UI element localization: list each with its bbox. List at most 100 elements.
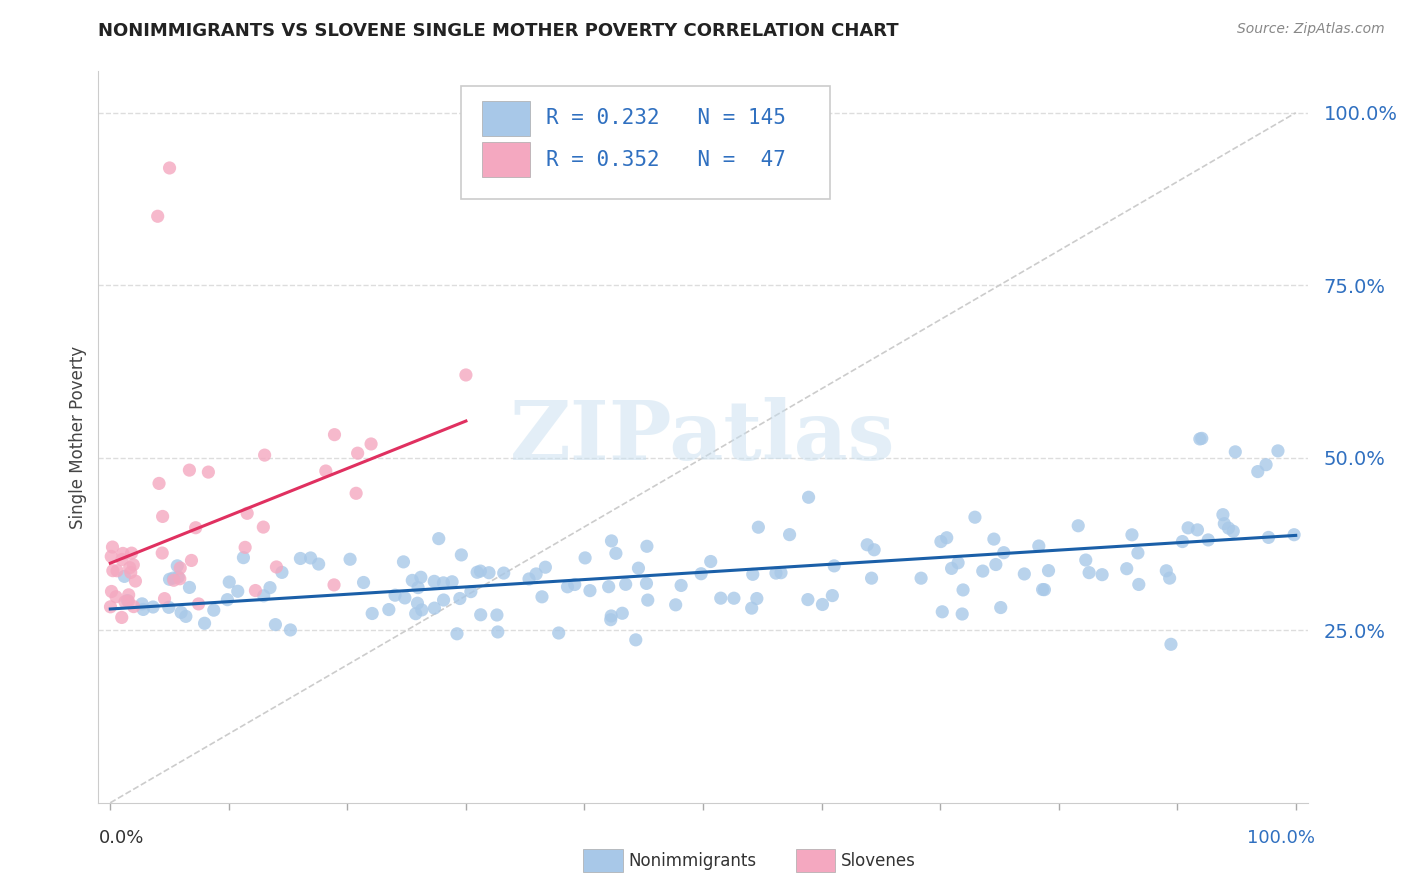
Point (299, 551, 322, 566)
Point (152, 509, 174, 524)
Point (411, 603, 433, 617)
Point (1282, 527, 1305, 541)
Point (460, 584, 482, 599)
Point (406, 581, 429, 595)
Point (821, 589, 844, 603)
Point (557, 580, 579, 594)
Point (290, 551, 312, 566)
Point (179, 463, 201, 477)
Point (823, 558, 845, 573)
Point (226, 584, 249, 599)
Text: ZIPatlas: ZIPatlas (510, 397, 896, 477)
Point (280, 623, 302, 637)
Point (112, 569, 135, 583)
Point (446, 627, 468, 641)
Point (105, 590, 128, 604)
Point (1128, 577, 1150, 591)
Text: R = 0.232   N = 145: R = 0.232 N = 145 (546, 108, 786, 128)
Point (797, 592, 820, 607)
Text: NONIMMIGRANTS VS SLOVENE SINGLE MOTHER POVERTY CORRELATION CHART: NONIMMIGRANTS VS SLOVENE SINGLE MOTHER P… (98, 22, 898, 40)
Point (271, 566, 294, 580)
Point (860, 571, 883, 585)
Point (1254, 458, 1277, 472)
Point (524, 566, 547, 581)
Point (863, 542, 886, 557)
Point (264, 617, 287, 632)
FancyBboxPatch shape (461, 86, 830, 200)
Point (232, 550, 254, 565)
Point (486, 624, 509, 639)
Point (218, 575, 240, 590)
Text: Nonimmigrants: Nonimmigrants (628, 852, 756, 870)
Point (690, 566, 713, 581)
Point (150, 546, 173, 560)
Point (1187, 523, 1209, 537)
Point (148, 476, 170, 491)
Point (636, 539, 658, 553)
Point (470, 607, 492, 622)
Point (146, 209, 169, 223)
Point (1028, 539, 1050, 553)
Point (266, 560, 288, 574)
Point (142, 600, 165, 615)
Point (131, 597, 153, 611)
Point (478, 566, 501, 580)
Point (856, 538, 879, 552)
Point (111, 610, 134, 624)
Point (406, 596, 429, 610)
Point (1091, 567, 1114, 582)
Point (1159, 571, 1181, 585)
Point (637, 593, 659, 607)
Point (423, 574, 446, 589)
Point (1213, 516, 1236, 531)
Point (624, 632, 647, 647)
Point (157, 600, 180, 615)
Y-axis label: Single Mother Poverty: Single Mother Poverty (69, 345, 87, 529)
Point (931, 605, 953, 619)
Point (950, 607, 973, 621)
Point (564, 577, 586, 591)
Point (1121, 528, 1143, 542)
Point (167, 570, 190, 584)
Point (122, 599, 145, 614)
Point (636, 576, 658, 591)
Point (308, 557, 330, 571)
Point (1267, 443, 1289, 458)
Point (1188, 432, 1211, 446)
Point (111, 552, 134, 566)
Point (699, 554, 721, 568)
Point (983, 532, 1005, 546)
Point (1222, 524, 1244, 539)
Point (441, 574, 464, 589)
Point (1032, 582, 1054, 597)
Point (465, 566, 488, 580)
Point (117, 593, 139, 607)
Point (180, 553, 202, 567)
Point (253, 589, 276, 603)
Point (233, 541, 256, 555)
Point (179, 581, 201, 595)
Point (1126, 546, 1149, 560)
Point (378, 602, 401, 616)
Point (384, 588, 406, 602)
Point (1014, 566, 1036, 581)
Point (1115, 562, 1137, 576)
Point (346, 446, 368, 460)
Point (114, 595, 136, 609)
Point (485, 607, 508, 622)
Point (1033, 582, 1056, 597)
Point (202, 603, 225, 617)
Point (574, 550, 596, 565)
Point (612, 607, 634, 621)
Point (124, 574, 146, 588)
Point (745, 591, 768, 606)
Point (963, 510, 986, 524)
Point (741, 601, 763, 615)
Point (252, 520, 274, 534)
Point (132, 602, 155, 616)
Point (245, 583, 267, 598)
Point (1257, 530, 1279, 544)
Point (741, 567, 763, 582)
FancyBboxPatch shape (482, 101, 530, 136)
Point (599, 613, 621, 627)
